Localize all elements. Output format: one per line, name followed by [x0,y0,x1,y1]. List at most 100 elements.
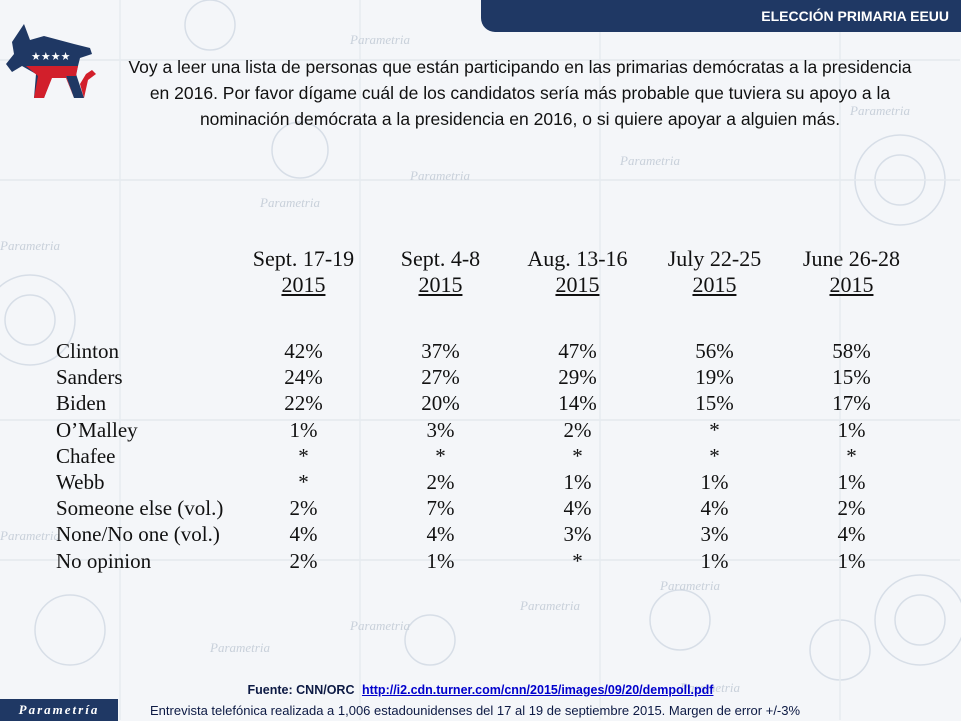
table-row: None/No one (vol.) 4% 4% 3% 3% 4% [50,521,920,547]
poll-table: Sept. 17-19 2015 Sept. 4-8 2015 Aug. 13-16 20… [50,246,920,574]
candidate-name: Biden [56,391,107,416]
candidate-name: O’Malley [56,417,138,442]
svg-text:Parametria: Parametria [349,32,410,47]
poll-value: 27% [421,365,460,390]
column-year: 2015 [692,272,737,297]
candidate-name: Sanders [56,365,123,390]
poll-value: 1% [700,470,729,495]
svg-text:Parametria: Parametria [519,598,580,613]
poll-value: 15% [832,365,871,390]
poll-value: * [709,417,720,442]
column-header: Sept. 17-19 2015 [235,246,372,338]
poll-value: * [709,443,720,468]
source-link[interactable]: http://i2.cdn.turner.com/cnn/2015/images… [361,683,714,697]
poll-value: 47% [558,339,597,363]
column-header: Sept. 4-8 2015 [372,246,509,338]
header-bar: ELECCIÓN PRIMARIA EEUU [481,0,961,32]
poll-value: 56% [695,339,734,363]
poll-value: 1% [289,417,318,442]
poll-value: * [572,443,583,468]
table-row: Webb * 2% 1% 1% 1% [50,469,920,495]
table-row: Someone else (vol.) 2% 7% 4% 4% 2% [50,495,920,521]
candidate-name: None/No one (vol.) [56,522,220,547]
poll-value: * [846,443,857,468]
poll-value: 3% [700,522,729,547]
table-row: Sanders 24% 27% 29% 19% 15% [50,364,920,390]
svg-text:Parametria: Parametria [349,618,410,633]
poll-value: 3% [563,522,592,547]
poll-value: 4% [289,522,318,547]
column-dates: June 26-28 [802,246,901,271]
poll-value: 2% [837,496,866,521]
poll-value: 7% [426,496,455,521]
column-dates: Sept. 4-8 [400,246,481,271]
table-row: Clinton 42% 37% 47% 56% 58% [50,338,920,364]
candidate-name: Chafee [56,443,116,468]
poll-value: 1% [426,548,455,573]
poll-value: 3% [426,417,455,442]
column-year: 2015 [555,272,600,297]
source-label: Fuente: CNN/ORC [247,683,355,697]
svg-text:Parametria: Parametria [259,195,320,210]
poll-value: 15% [695,391,734,416]
poll-value: * [298,470,309,495]
poll-value: 4% [563,496,592,521]
poll-value: 2% [426,470,455,495]
column-header: Aug. 13-16 2015 [509,246,646,338]
brand-name: Parametría [18,702,100,717]
svg-text:Parametria: Parametria [659,578,720,593]
poll-value: 2% [289,548,318,573]
democratic-donkey-icon: ★★★★ [6,24,96,98]
poll-value: 14% [558,391,597,416]
poll-value: 24% [284,365,323,390]
poll-value: 2% [563,417,592,442]
poll-value: 22% [284,391,323,416]
column-year: 2015 [281,272,326,297]
svg-text:Parametria: Parametria [409,168,470,183]
header-title: ELECCIÓN PRIMARIA EEUU [761,8,949,24]
column-header: July 22-25 2015 [646,246,783,338]
poll-value: 1% [563,470,592,495]
column-dates: July 22-25 [667,246,762,271]
poll-value: 4% [700,496,729,521]
poll-value: 42% [284,339,323,363]
methodology-note: Entrevista telefónica realizada a 1,006 … [150,703,801,718]
table-row: No opinion 2% 1% * 1% 1% [50,548,920,574]
svg-text:★★★★: ★★★★ [31,50,71,63]
parametria-logo: Parametría [0,699,118,721]
poll-value: 20% [421,391,460,416]
poll-value: 1% [837,470,866,495]
poll-value: 19% [695,365,734,390]
poll-value: 4% [837,522,866,547]
poll-value: 1% [700,548,729,573]
table-header-row: Sept. 17-19 2015 Sept. 4-8 2015 Aug. 13-16 20… [50,246,920,338]
poll-value: * [298,443,309,468]
column-header: June 26-28 2015 [783,246,920,338]
poll-value: 17% [832,391,871,416]
candidate-name: No opinion [56,548,152,573]
column-year: 2015 [418,272,463,297]
svg-text:Parametria: Parametria [619,153,680,168]
candidate-name: Someone else (vol.) [56,496,224,521]
candidate-column-header [50,246,235,338]
table-row: O’Malley 1% 3% 2% * 1% [50,417,920,443]
table-row: Chafee * * * * * [50,443,920,469]
table-row: Biden 22% 20% 14% 15% 17% [50,390,920,416]
candidate-name: Clinton [56,339,120,363]
source-line: Fuente: CNN/ORC http://i2.cdn.turner.com… [0,683,961,697]
column-dates: Sept. 17-19 [252,246,355,271]
poll-value: 37% [421,339,460,363]
poll-value: 4% [426,522,455,547]
poll-value: 58% [832,339,871,363]
column-dates: Aug. 13-16 [527,246,628,271]
poll-value: * [572,548,583,573]
poll-value: 1% [837,548,866,573]
poll-value: 29% [558,365,597,390]
poll-value: 1% [837,417,866,442]
candidate-name: Webb [56,470,105,495]
column-year: 2015 [829,272,874,297]
question-text: Voy a leer una lista de personas que est… [128,57,912,129]
poll-value: 2% [289,496,318,521]
poll-value: * [435,443,446,468]
svg-text:Parametria: Parametria [209,640,270,655]
